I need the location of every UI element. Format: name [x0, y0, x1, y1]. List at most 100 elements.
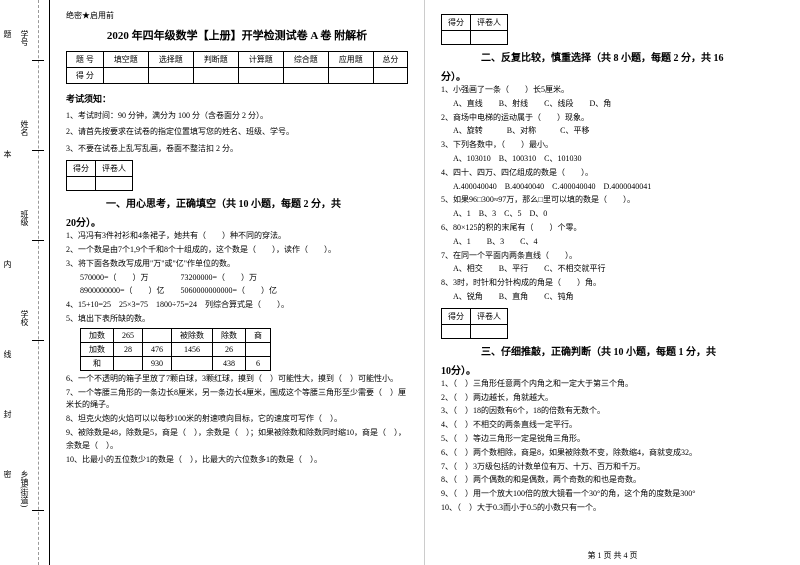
- margin-underline: [32, 240, 44, 241]
- options: A、相交 B、平行 C、不相交就平行: [441, 263, 784, 276]
- question: 6、一个不透明的箱子里放了7颗白球，3颗红球，摸到（ ）可能性大，摸到（ ）可能…: [66, 373, 408, 386]
- mini-score-table: 得分评卷人: [441, 14, 508, 45]
- score-cell: 总分: [373, 52, 407, 68]
- cell: 被除数: [172, 328, 213, 342]
- notice-item: 2、请首先按要求在试卷的指定位置填写您的姓名、班级、学号。: [66, 125, 408, 139]
- options: A.400040040 B.40040040 C.400040040 D.400…: [441, 181, 784, 194]
- question: 4、15+10=25 25×3=75 1800÷75=24 列综合算式是（ ）。: [66, 299, 408, 312]
- exam-title: 2020 年四年级数学【上册】开学检测试卷 A 卷 附解析: [66, 27, 408, 43]
- question: 3、将下面各数改写成用"万"或"亿"作单位的数。: [66, 258, 408, 271]
- mini-cell: 评卷人: [96, 161, 133, 177]
- mini-score-table: 得分评卷人: [66, 160, 133, 191]
- mini-cell: 评卷人: [471, 308, 508, 324]
- cell: [143, 328, 172, 342]
- cell: 1456: [172, 342, 213, 356]
- mini-cell: [67, 177, 96, 191]
- question: 5、（ ）等边三角形一定是锐角三角形。: [441, 433, 784, 446]
- side-char: 封: [2, 410, 13, 418]
- options: A、锐角 B、直角 C、钝角: [441, 291, 784, 304]
- side-char: 线: [2, 350, 13, 358]
- side-char: 本: [2, 150, 13, 158]
- score-value-row: 得 分: [67, 68, 408, 84]
- score-cell: [148, 68, 193, 84]
- mini-score-table: 得分评卷人: [441, 308, 508, 339]
- options: A、1 B、3 C、5 D、0: [441, 208, 784, 221]
- score-cell: 填空题: [103, 52, 148, 68]
- side-char: 内: [2, 260, 13, 268]
- cell: [172, 356, 213, 370]
- margin-underline: [32, 150, 44, 151]
- question: 10、比最小的五位数少1的数是（ ），比最大的六位数多1的数是（ ）。: [66, 454, 408, 467]
- score-cell: 计算题: [238, 52, 283, 68]
- right-column: 得分评卷人 二、反复比较，慎重选择（共 8 小题，每题 2 分，共 16 分）。…: [425, 0, 800, 565]
- question: 1、小强画了一条（ ）长5厘米。: [441, 84, 784, 97]
- score-cell: [373, 68, 407, 84]
- question: 1、冯冯有3件衬衫和4条裙子，她共有（ ）种不同的穿法。: [66, 230, 408, 243]
- section3-heading: 三、仔细推敲，正确判断（共 10 小题，每题 1 分，共: [481, 343, 784, 358]
- margin-underline: [32, 340, 44, 341]
- mini-cell: 得分: [442, 308, 471, 324]
- question: 6、80×125的积的末尾有（ ）个零。: [441, 222, 784, 235]
- score-table: 题 号 填空题 选择题 判断题 计算题 综合题 应用题 总分 得 分: [66, 51, 408, 84]
- mini-cell: [442, 31, 471, 45]
- question: 8、（ ）两个偶数的和是偶数，两个奇数的和也是奇数。: [441, 474, 784, 487]
- margin-label-id: 学号: [19, 30, 30, 46]
- question: 8、3时，时针和分针构成的角是（ ）角。: [441, 277, 784, 290]
- mini-cell: 评卷人: [471, 15, 508, 31]
- margin-underline: [32, 510, 44, 511]
- table-row: 和 930 438 6: [81, 356, 271, 370]
- score-header-row: 题 号 填空题 选择题 判断题 计算题 综合题 应用题 总分: [67, 52, 408, 68]
- side-char: 密: [2, 470, 13, 478]
- score-cell: 选择题: [148, 52, 193, 68]
- margin-label-name: 姓名: [19, 120, 30, 136]
- score-cell: 判断题: [193, 52, 238, 68]
- question: 10、（ ）大于0.3而小于0.5的小数只有一个。: [441, 502, 784, 515]
- content-area: 绝密★启用前 2020 年四年级数学【上册】开学检测试卷 A 卷 附解析 题 号…: [50, 0, 800, 565]
- cell: 和: [81, 356, 114, 370]
- cell: [114, 356, 143, 370]
- options: A、103010 B、100310 C、101030: [441, 153, 784, 166]
- question: 9、（ ）用一个放大100倍的放大镜看一个30°的角，这个角的度数是300°: [441, 488, 784, 501]
- left-column: 绝密★启用前 2020 年四年级数学【上册】开学检测试卷 A 卷 附解析 题 号…: [50, 0, 425, 565]
- question: 5、如果96□300≈97万，那么□里可以填的数是（ ）。: [441, 194, 784, 207]
- question: 5、填出下表所缺的数。: [66, 313, 408, 326]
- page-footer: 第 1 页 共 4 页: [588, 550, 638, 561]
- question: 2、商场中电梯的运动属于（ ）现象。: [441, 112, 784, 125]
- cell: 930: [143, 356, 172, 370]
- table-row: 加数 265 被除数 除数 商: [81, 328, 271, 342]
- score-cell: 题 号: [67, 52, 104, 68]
- cell: 28: [114, 342, 143, 356]
- question: 4、（ ）不相交的两条直线一定平行。: [441, 419, 784, 432]
- score-cell: 得 分: [67, 68, 104, 84]
- mini-cell: 得分: [67, 161, 96, 177]
- secret-label: 绝密★启用前: [66, 10, 408, 21]
- cell: 438: [213, 356, 246, 370]
- options: A、旋转 B、对称 C、平移: [441, 125, 784, 138]
- cell: 26: [213, 342, 246, 356]
- margin-label-school: 学校: [19, 310, 30, 326]
- q5-data-table: 加数 265 被除数 除数 商 加数 28 476 1456 26 和: [80, 328, 271, 371]
- section2-heading: 二、反复比较，慎重选择（共 8 小题，每题 2 分，共 16: [481, 49, 784, 64]
- margin-label-town: 乡镇(街道): [19, 470, 30, 507]
- question: 9、被除数是48，除数是5，商是（ ），余数是（ ）；如果被除数和除数同时缩10…: [66, 427, 408, 453]
- notice-item: 3、不要在试卷上乱写乱画，卷面不整洁扣 2 分。: [66, 142, 408, 156]
- cell: 265: [114, 328, 143, 342]
- section1-heading2: 20分）。: [66, 214, 408, 229]
- cell: 476: [143, 342, 172, 356]
- question: 7、（ ）3万级包括的计数单位有万、十万、百万和千万。: [441, 461, 784, 474]
- cell: 除数: [213, 328, 246, 342]
- question-sub: 8900000000=（ ）亿 5060000000000=（ ）亿: [66, 285, 408, 298]
- question: 2、一个数是由7个1,9个千和8个十组成的，这个数是（ ），读作（ ）。: [66, 244, 408, 257]
- options: A、1 B、3 C、4: [441, 236, 784, 249]
- side-char: 题: [2, 30, 13, 38]
- dash-line: [38, 0, 39, 565]
- section3-heading2: 10分）。: [441, 362, 784, 377]
- question: 3、下列各数中，（ ）最小。: [441, 139, 784, 152]
- question-sub: 570000=（ ）万 73200000=（ ）万: [66, 272, 408, 285]
- score-cell: 应用题: [328, 52, 373, 68]
- section2-heading2: 分）。: [441, 68, 784, 83]
- question: 4、四十、四万、四亿组成的数是（ ）。: [441, 167, 784, 180]
- cell: 6: [246, 356, 271, 370]
- question: 8、坦克火炮的火焰可以以每秒100米的射速喷向目标，它的速度可写作（ ）。: [66, 413, 408, 426]
- binding-margin: 学号 姓名 班级 学校 乡镇(街道) 题 本 内 线 封 密: [0, 0, 50, 565]
